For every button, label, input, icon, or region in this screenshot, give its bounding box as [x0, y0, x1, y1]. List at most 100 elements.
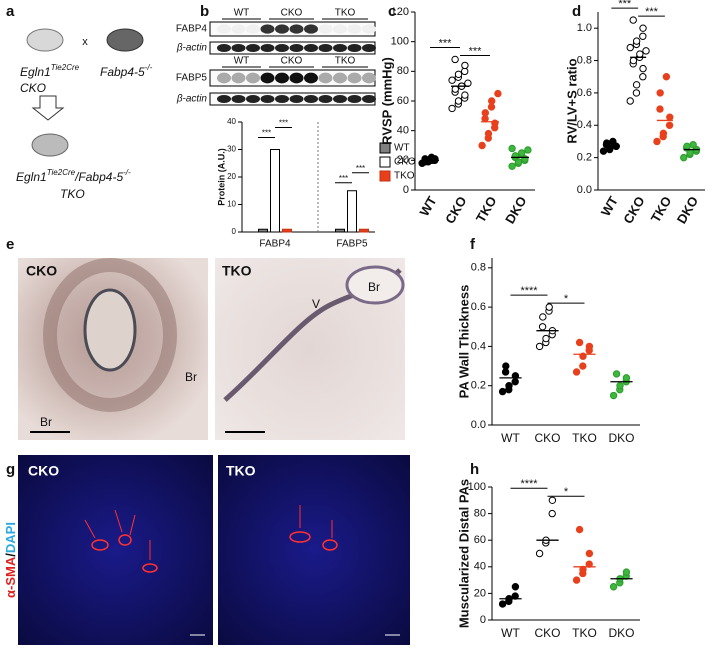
arrows [84, 505, 333, 560]
x-tick-label: WT [416, 194, 439, 219]
data-point [632, 81, 641, 89]
data-point [498, 387, 507, 396]
data-point [498, 600, 507, 608]
blot-band [362, 72, 376, 84]
blot-band [217, 24, 231, 34]
blot-band [231, 95, 246, 103]
x-tick-label: CKO [534, 431, 560, 445]
sig-label: * [564, 293, 569, 305]
blot-row-label: β-actin [176, 94, 208, 105]
sig-label: * [564, 486, 569, 498]
data-point [612, 370, 621, 378]
y-tick-label: 40 [397, 125, 409, 137]
blot-band [231, 44, 246, 52]
y-tick-label: 60 [474, 534, 486, 546]
data-point [502, 362, 510, 370]
data-point [491, 119, 499, 127]
data-point [548, 496, 557, 504]
sig-label: *** [339, 174, 348, 183]
gene: /Fabp4-5 [74, 170, 123, 184]
blot-band [275, 72, 289, 84]
y-tick-label: 0.6 [471, 301, 486, 313]
cko-label: CKO [20, 81, 46, 95]
y-axis-label: RVSP (mmHg) [379, 57, 394, 145]
blot-band [289, 24, 304, 34]
lane-label: TKO [335, 8, 356, 19]
panel-label: f [470, 236, 476, 253]
blot-band [217, 95, 231, 103]
fluorescence-image [18, 455, 213, 645]
sig-label: *** [279, 119, 288, 128]
data-point [609, 583, 618, 591]
blot-band [246, 95, 260, 103]
y-tick-label: 0.4 [577, 119, 592, 131]
blot-band [217, 72, 231, 84]
data-point [545, 303, 553, 311]
blot-band [362, 44, 376, 52]
y-tick-label: 0.4 [471, 340, 486, 352]
blot-band [246, 72, 260, 84]
x-tick-label: DKO [502, 194, 529, 227]
cross: x [82, 36, 88, 48]
vessel-stain [91, 531, 338, 573]
panel-label: a [6, 3, 15, 20]
data-point [629, 16, 637, 24]
data-point [524, 146, 532, 154]
blot-band [289, 72, 304, 84]
data-point [478, 141, 486, 150]
blot-row-label: FABP5 [176, 73, 208, 84]
blot-band [318, 72, 333, 84]
x-tick-label: WT [501, 431, 520, 445]
data-point [511, 583, 520, 591]
image-label: Br [185, 370, 197, 384]
y-tick-label: 0.6 [577, 87, 592, 99]
blot-band [362, 95, 376, 103]
x-tick-label: TKO [473, 194, 500, 225]
data-point [616, 382, 624, 390]
bar [347, 190, 357, 233]
data-point [511, 152, 519, 160]
separator: / [3, 553, 18, 557]
sig-label: *** [439, 37, 453, 49]
blot-band [347, 24, 362, 34]
blot-band [304, 24, 318, 34]
superscript: Tie2Cre [51, 63, 80, 72]
data-point [585, 549, 594, 558]
sig-label: *** [356, 164, 365, 173]
panel-label: d [572, 3, 581, 20]
blot-band [275, 95, 289, 103]
x-tick-label: DKO [608, 431, 634, 445]
data-point [622, 374, 631, 382]
blot-band [318, 24, 333, 34]
mouse-icon [106, 28, 144, 52]
x-tick-label: TKO [572, 431, 597, 445]
panel-label: e [6, 236, 14, 253]
y-tick-label: 100 [391, 36, 409, 48]
data-point [508, 162, 516, 170]
sig-label: *** [645, 6, 659, 18]
x-tick-label: DKO [608, 626, 634, 640]
y-axis-label: Protein (A.U.) [216, 148, 226, 206]
data-point [609, 391, 618, 400]
data-point [632, 37, 641, 45]
vessel-lumen [83, 288, 137, 372]
image-label: V [312, 297, 320, 311]
stain-blue: DAPI [3, 522, 18, 553]
y-tick-label: 0 [480, 614, 486, 626]
y-tick-label: 0.8 [471, 262, 486, 274]
blot-band [347, 72, 362, 84]
sig-label: *** [262, 129, 271, 138]
blot-row-label: FABP4 [176, 24, 208, 35]
lane-label: TKO [335, 56, 356, 67]
legend-swatch [379, 170, 391, 182]
y-tick-label: 0.2 [471, 380, 486, 392]
bar [335, 228, 345, 233]
legend-label: CKO [394, 157, 416, 168]
blot-band [275, 44, 289, 52]
blot-band [333, 72, 347, 84]
data-point [454, 70, 463, 79]
data-point [636, 50, 644, 58]
stain-label: α-SMA/DAPI [3, 522, 18, 598]
blot-band [347, 44, 362, 52]
